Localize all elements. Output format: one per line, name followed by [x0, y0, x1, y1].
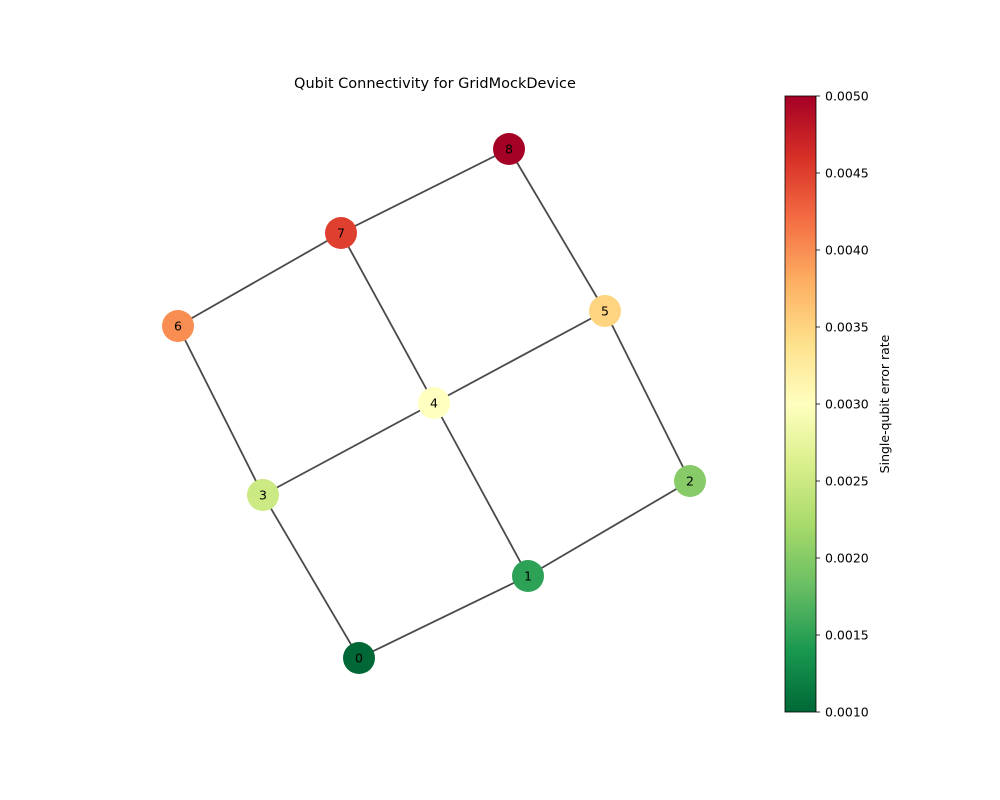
colorbar-tick-label: 0.0030	[825, 397, 869, 412]
edge-3-4	[262, 402, 435, 496]
colorbar: 0.0010 0.0015 0.0020 0.0025 0.0030 0.0035 0.00…	[784, 89, 892, 720]
edge-3-6	[177, 325, 264, 496]
colorbar-tick-label: 0.0040	[825, 243, 869, 258]
edge-5-8	[508, 148, 606, 312]
qubit-node-4[interactable]: 4	[418, 387, 450, 419]
qubit-label: 7	[337, 226, 345, 241]
qubit-node-5[interactable]: 5	[589, 295, 621, 327]
qubit-label: 1	[524, 569, 532, 584]
qubit-circle	[512, 560, 544, 592]
qubit-label: 5	[601, 304, 609, 319]
qubit-label: 4	[430, 396, 438, 411]
colorbar-tick-label: 0.0035	[825, 320, 869, 335]
qubit-circle	[674, 465, 706, 497]
colorbar-tick-label: 0.0020	[825, 551, 869, 566]
qubit-node-7[interactable]: 7	[325, 217, 357, 249]
qubit-node-8[interactable]: 8	[493, 133, 525, 165]
node-group: 0 1 2 3 4 5 6 7 8	[162, 133, 706, 674]
colorbar-tick-label: 0.0015	[825, 628, 869, 643]
colorbar-ticks: 0.0010 0.0015 0.0020 0.0025 0.0030 0.0035 0.00…	[816, 89, 869, 720]
colorbar-tick-label: 0.0025	[825, 474, 869, 489]
qubit-node-6[interactable]: 6	[162, 310, 194, 342]
edge-group	[177, 148, 691, 659]
edge-0-1	[358, 575, 529, 659]
qubit-node-2[interactable]: 2	[674, 465, 706, 497]
qubit-node-1[interactable]: 1	[512, 560, 544, 592]
edge-0-3	[262, 494, 360, 659]
colorbar-tick-label: 0.0010	[825, 705, 869, 720]
colorbar-label: Single-qubit error rate	[877, 334, 892, 473]
colorbar-gradient	[784, 95, 817, 713]
qubit-node-0[interactable]: 0	[343, 642, 375, 674]
edge-7-8	[340, 148, 510, 234]
qubit-circle	[162, 310, 194, 342]
qubit-node-3[interactable]: 3	[247, 479, 279, 511]
edge-2-5	[604, 310, 691, 482]
qubit-circle	[493, 133, 525, 165]
qubit-label: 6	[174, 319, 182, 334]
colorbar-tick-label: 0.0050	[825, 89, 869, 104]
qubit-label: 8	[505, 142, 513, 157]
edge-4-5	[433, 310, 606, 404]
qubit-circle	[325, 217, 357, 249]
edge-1-2	[527, 480, 691, 577]
qubit-circle	[418, 387, 450, 419]
edge-4-7	[340, 232, 435, 404]
qubit-label: 3	[259, 488, 267, 503]
qubit-label: 2	[686, 474, 694, 489]
qubit-circle	[589, 295, 621, 327]
edge-1-4	[433, 402, 529, 577]
qubit-circle	[247, 479, 279, 511]
qubit-circle	[343, 642, 375, 674]
colorbar-tick-label: 0.0045	[825, 166, 869, 181]
chart-title: Qubit Connectivity for GridMockDevice	[294, 76, 576, 92]
edge-6-7	[177, 232, 342, 327]
qubit-label: 0	[355, 651, 363, 666]
